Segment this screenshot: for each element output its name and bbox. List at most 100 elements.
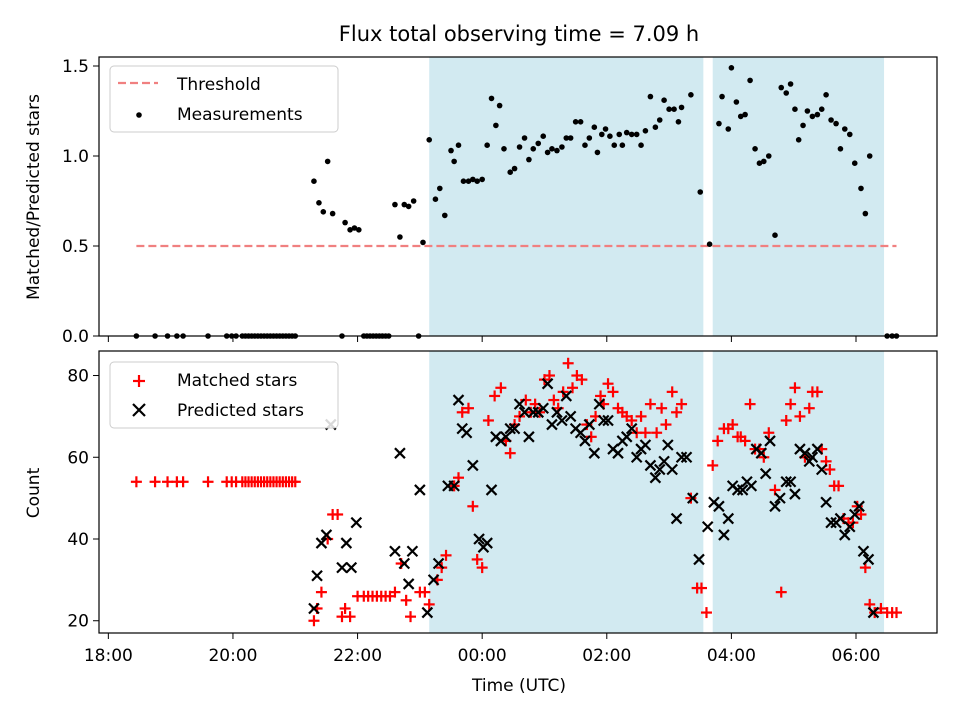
predicted-star-point [784, 476, 797, 488]
matched-star-point [482, 414, 494, 426]
measurements-legend-marker [136, 112, 142, 118]
matched-star-point [419, 586, 431, 598]
y-tick-label: 0.0 [62, 327, 89, 347]
measurement-point [800, 122, 806, 129]
measurement-point [756, 160, 763, 166]
predicted-star-point [513, 398, 526, 410]
predicted-star-point [759, 467, 772, 480]
matched-star-point [456, 406, 468, 418]
measurement-point [628, 131, 635, 138]
measurement-point [507, 169, 514, 175]
measurement-point [706, 241, 713, 247]
measurement-point [765, 153, 772, 159]
matched-star-point [707, 459, 719, 471]
predicted-star-point [398, 557, 411, 570]
predicted-star-point [537, 402, 550, 414]
measurement-point [544, 149, 551, 156]
predicted-star-point [315, 537, 328, 549]
matched-star-point [651, 427, 663, 439]
measurement-point [688, 92, 694, 98]
measurement-point [652, 124, 659, 130]
predicted-star-point [504, 422, 516, 435]
ratio-panel-ylabel: Matched/Predicted stars [24, 94, 44, 300]
matched-star-point [851, 500, 863, 512]
measurement-point [772, 232, 778, 238]
matched-star-point [344, 611, 356, 623]
measurement-point [752, 146, 758, 152]
predicted-star-point [448, 480, 460, 492]
matched-star-point [666, 386, 678, 398]
y-tick-label: 40 [67, 530, 89, 550]
measurement-point [397, 234, 403, 240]
matched-star-point [891, 607, 903, 619]
matched-star-point [339, 602, 351, 614]
matched-star-point [202, 476, 214, 488]
matched-star-point [824, 464, 836, 476]
matched-star-point [315, 586, 327, 598]
measurement-point [716, 120, 722, 127]
matched-star-point [543, 370, 555, 382]
measurement-point [846, 131, 853, 138]
predicted-star-point [560, 390, 573, 402]
predicted-star-point [799, 447, 811, 459]
measurement-point [511, 165, 518, 172]
predicted-star-point [389, 545, 401, 558]
measurement-point [647, 93, 654, 100]
predicted-star-point [853, 500, 865, 513]
measurement-point [577, 119, 584, 125]
predicted-star-point [644, 459, 657, 472]
threshold-legend-label: Threshold [176, 75, 261, 95]
measurement-point [619, 142, 626, 148]
predicted-star-point [755, 447, 768, 459]
predicted-star-point [769, 500, 781, 513]
measurement-point [460, 178, 467, 184]
measurement-point [432, 196, 439, 202]
predicted-star-point [713, 500, 725, 513]
measurement-point [841, 126, 848, 132]
predicted-star-point [701, 520, 714, 533]
chart-title: Flux total observing time = 7.09 h [339, 22, 699, 46]
predicted-star-point [460, 426, 473, 439]
predicted-star-point [639, 439, 652, 451]
measurement-point [455, 142, 462, 148]
predicted-star-point [564, 410, 577, 423]
matched-star-point [471, 553, 483, 565]
predicted-star-point [675, 451, 688, 464]
measurement-point [465, 178, 472, 184]
measurement-point [441, 212, 448, 219]
shaded-span-1-0 [429, 351, 704, 633]
measurement-point [642, 128, 649, 134]
measurement-point [778, 84, 785, 91]
y-tick-label: 1.0 [62, 147, 89, 167]
measurement-point [420, 239, 426, 246]
predicted-star-point [523, 431, 535, 443]
x-tick-label: 06:00 [832, 646, 881, 666]
count-panel-ylabel: Count [24, 467, 44, 518]
measurement-point [851, 160, 858, 166]
ratio-panel-legend: Threshold Measurements [109, 65, 339, 133]
predicted-star-point [625, 422, 638, 435]
matched-star-point [811, 386, 823, 398]
x-tick-label: 04:00 [707, 646, 756, 666]
measurement-point [675, 119, 682, 125]
measurement-point [324, 158, 331, 165]
matched-star-point [130, 476, 142, 488]
measurement-point [401, 201, 408, 208]
predicted-star-point [336, 561, 348, 574]
matched-star-point [700, 607, 712, 619]
matched-star-point [785, 398, 797, 410]
matched-star-point [562, 357, 574, 369]
measurement-point [787, 81, 794, 87]
predicted-stars-series [308, 377, 880, 619]
predicted-star-point [806, 451, 819, 464]
measurement-point [678, 104, 685, 111]
measurement-point [572, 119, 579, 125]
matched-star-point [576, 374, 588, 386]
measurement-point [521, 135, 528, 141]
measurement-point [602, 126, 609, 132]
x-tick-label: 00:00 [458, 646, 507, 666]
matched-star-point [727, 419, 739, 431]
predicted-star-point [857, 545, 870, 558]
count-panel-shaded-spans [429, 351, 885, 633]
measurement-point [795, 137, 802, 143]
